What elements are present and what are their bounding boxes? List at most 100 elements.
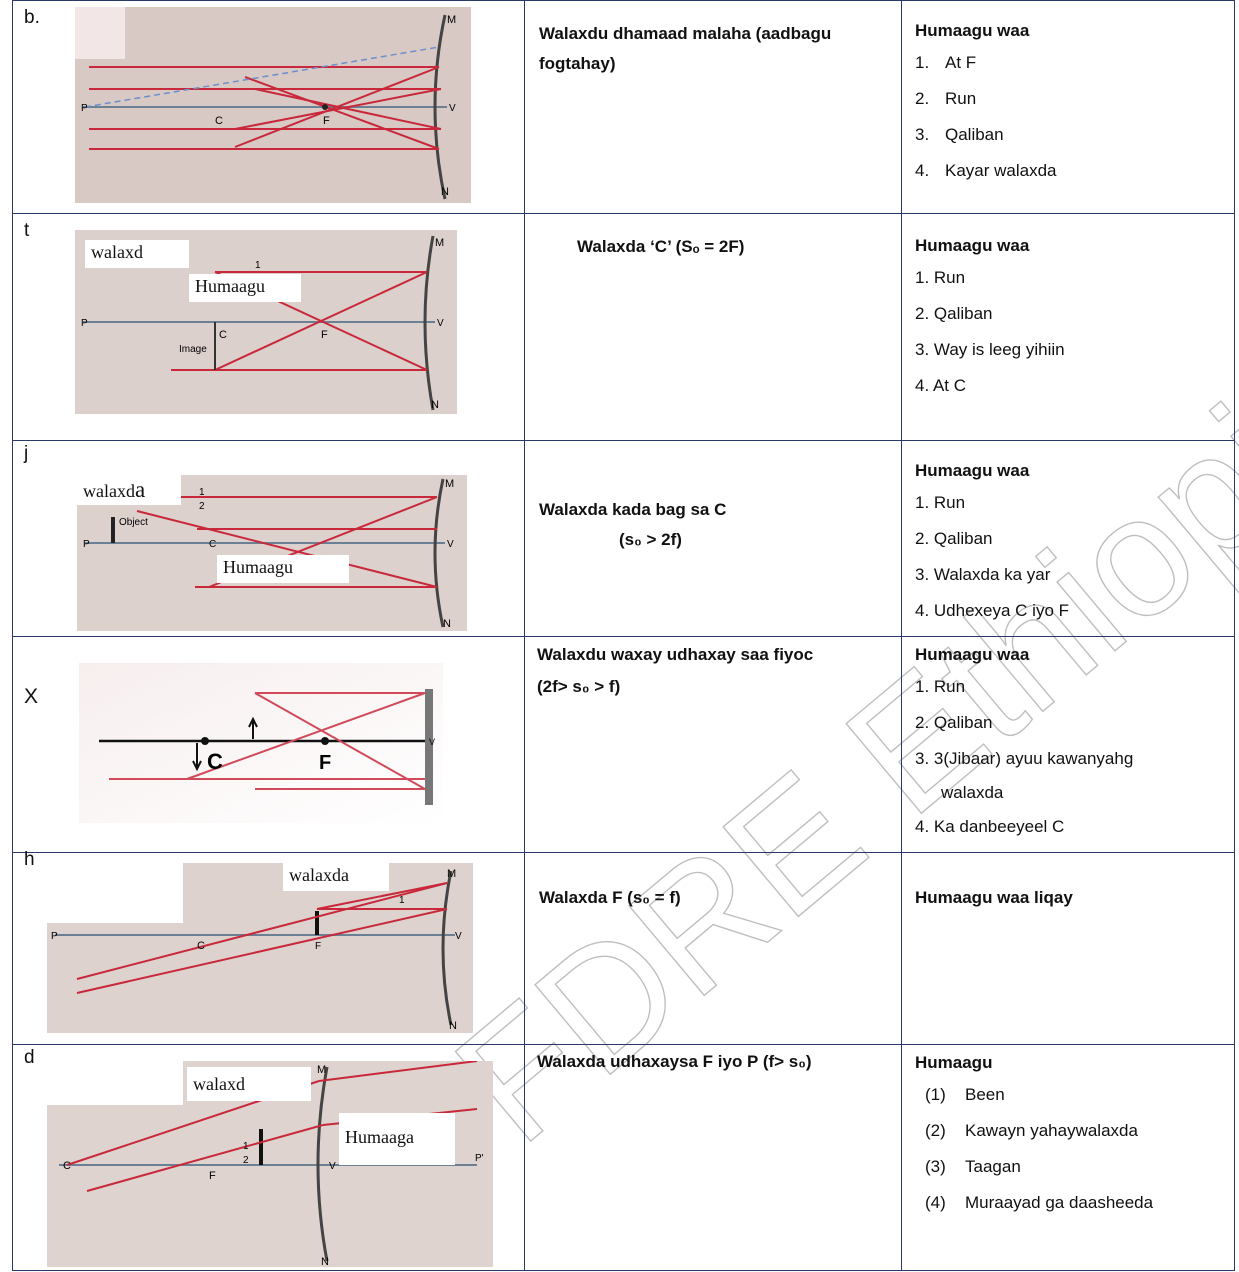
result-cell-j: Humaagu waa 1. Run 2. Qaliban 3. Walaxda… [901,440,1235,637]
row-x: X [12,636,1235,853]
row-label: h [24,849,35,870]
result-item: 1. Run [915,493,966,512]
label-p: P' [475,1153,484,1164]
object-label: walaxd [187,1067,311,1101]
result-head: Humaagu waa [915,21,1030,40]
label-c: C [209,539,216,550]
result-item: walaxda [941,783,1004,802]
ray-diagram-x: C F V [79,663,443,823]
object-label: walaxd [85,240,189,268]
label-n: N [449,1020,457,1032]
label-ray-2: 2 [243,1155,249,1166]
row-d: d C F 1 2 [12,1044,1235,1271]
row-label: b. [24,7,40,28]
row-label: d [24,1047,35,1068]
label-n: N [441,186,449,198]
label-v: V [447,539,454,550]
label-ray-1: 1 [399,895,405,906]
label-f: F [209,1170,216,1182]
object-label-suffix: a [134,477,146,502]
label-n: N [431,399,439,411]
result-item-number: (1) [925,1085,946,1104]
result-cell-h: Humaagu waa liqay [901,852,1235,1045]
result-head: Humaagu [915,1053,993,1072]
label-m: M [447,14,456,26]
label-v: V [329,1161,336,1172]
label-c: C [63,1160,71,1172]
row-label: X [24,685,39,708]
row-label: t [24,220,30,241]
result-item: 4. At C [915,376,967,395]
result-cell-b: Humaagu waa 1. At F 2. Run 3. Qaliban 4. Kay… [901,0,1235,214]
image-label: Humaagu [217,555,349,583]
result-item: 1. Run [915,677,966,696]
row-t: t P C F Image 1 [12,213,1235,441]
condition-cell-x: Walaxdu waxay udhaxay saa fiyoc (2f> s₀ … [524,636,902,853]
label-c: C [219,329,227,341]
label-c: C [207,749,223,774]
object-label-text: walaxd [83,481,135,501]
label-v: V [437,318,444,329]
result-cell-d: Humaagu (1) Been (2) Kawayn yahaywalaxda (… [901,1044,1235,1271]
label-v: V [449,103,456,114]
condition-line: Walaxda kada bag sa C [539,500,727,519]
label-n: N [321,1256,329,1267]
label-ray-1: 1 [255,260,261,271]
result-item-number: (2) [925,1121,946,1140]
condition-line: (2f> s₀ > f) [537,677,621,696]
result-item: 3. Way is leeg yihiin [915,340,1065,359]
label-image: Image [179,344,207,355]
condition-line: Walaxda udhaxaysa F iyo P (f> s₀) [537,1052,812,1071]
condition-cell-j: Walaxda kada bag sa C (s₀ > 2f) [524,440,902,637]
label-m: M [445,478,454,490]
result-item: 2. Qaliban [915,304,993,323]
condition-cell-h: Walaxda F (s₀ = f) [524,852,902,1045]
label-object: Object [119,517,148,528]
label-f: F [319,752,331,774]
result-item: Muraayad ga daasheeda [965,1193,1154,1212]
result-item: 3. Walaxda ka yar [915,565,1051,584]
image-label: Humaaga [339,1113,455,1165]
result-item: 1. Run [915,268,966,287]
label-p: P [51,931,58,942]
result-item: 4. Ka danbeeyeel C [915,817,1065,836]
mirror-cases-table: b. [12,0,1235,1271]
label-c: C [215,115,223,127]
condition-line: Walaxda F (s₀ = f) [539,888,681,907]
result-item: 2. Qaliban [915,529,993,548]
row-j: j P Object C [12,440,1235,637]
condition-cell-d: Walaxda udhaxaysa F iyo P (f> s₀) [524,1044,902,1271]
ray-diagram-h: P C F 1 M V N walaxda [47,863,473,1033]
ray-diagram-d: C F 1 2 M V N P' walaxd Humaaga [47,1061,493,1267]
label-p: P [81,103,88,114]
result-item: Kawayn yahaywalaxda [965,1121,1138,1140]
object-label: walaxda [77,475,181,505]
label-m: M [435,237,444,249]
diagram-cell-x: X [12,636,525,853]
label-ray-1: 1 [199,487,205,498]
diagram-cell-j: j P Object C [12,440,525,637]
result-cell-x: Humaagu waa 1. Run 2. Qaliban 3. 3(Jibaa… [901,636,1235,853]
result-item: Run [945,89,977,108]
ray-diagram-j: P Object C 1 2 M V N walaxda Humaagu [77,475,467,631]
ray-diagram-t: P C F Image 1 M V N walaxd Humaagu [75,230,457,414]
image-label: Humaagu [189,274,301,302]
label-f: F [315,941,321,952]
condition-line: Walaxdu waxay udhaxay saa fiyoc [537,645,814,664]
result-head: Humaagu waa [915,236,1030,255]
label-c: C [197,940,205,952]
row-h: h P C F 1 [12,849,1235,1045]
result-item: Qaliban [945,125,1004,144]
label-v: V [429,737,435,747]
diagram-cell-h: h P C F 1 [12,849,525,1045]
condition-line: Walaxdu dhamaad malaha (aadbagu [539,24,832,43]
row-b: b. [12,0,1235,214]
label-f: F [321,329,328,341]
row-label: j [24,443,29,464]
result-head: Humaagu waa liqay [915,888,1073,907]
result-item: Been [965,1085,1005,1104]
label-p: P [81,318,88,329]
condition-cell-t: Walaxda ‘C’ (Sₒ = 2F) [524,213,902,441]
condition-line: fogtahay) [539,54,616,73]
label-m: M [317,1064,326,1076]
